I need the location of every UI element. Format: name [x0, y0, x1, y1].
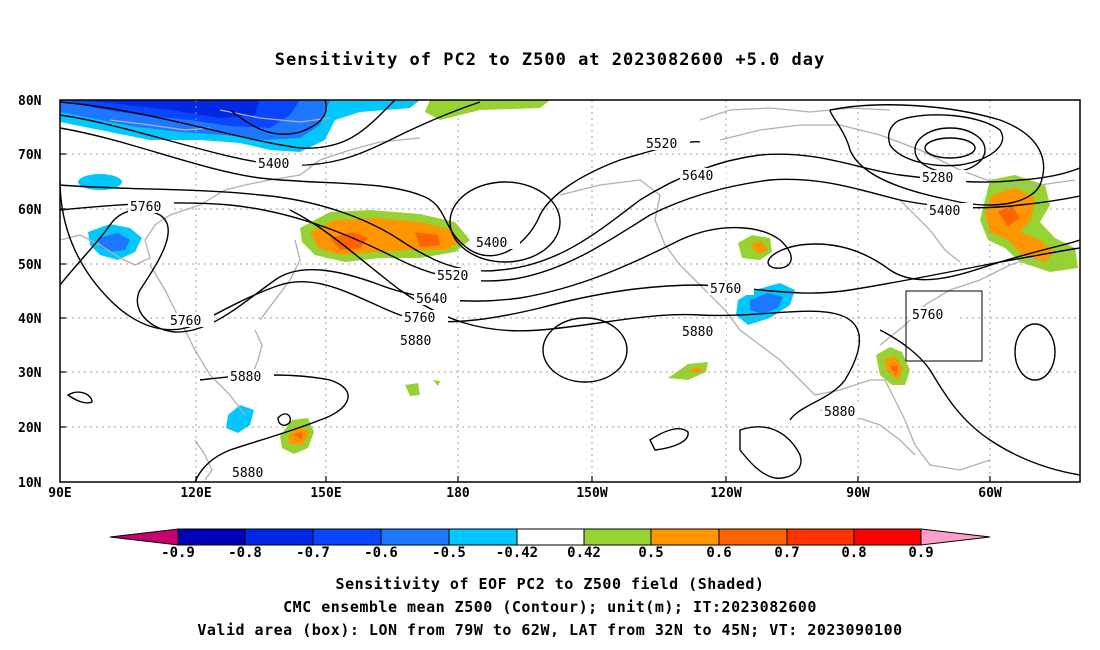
colorbar-label: -0.9	[161, 545, 195, 561]
footer-line-2: CMC ensemble mean Z500 (Contour); unit(m…	[283, 598, 817, 616]
contour-label: 5880	[400, 334, 431, 349]
colorbar-label: 0.42	[567, 545, 601, 561]
colorbar-label: -0.5	[432, 545, 466, 561]
contour-label: 5760	[912, 308, 943, 323]
shade-neg-arctic-core	[80, 100, 260, 118]
shade-pos-spot-a	[405, 383, 420, 396]
lat-label: 60N	[18, 203, 42, 218]
shade-pos-hawaii-core	[686, 366, 702, 372]
colorbar-segment	[920, 528, 991, 546]
colorbar-label: -0.6	[364, 545, 398, 561]
colorbar-label: 0.5	[638, 545, 663, 561]
shade-pos-atl-red	[998, 205, 1020, 226]
lat-label: 40N	[18, 312, 42, 327]
contour-label: 5880	[682, 325, 713, 340]
colorbar-segment	[650, 528, 720, 546]
tick-marks	[60, 153, 991, 482]
contour-label: 5760	[710, 282, 741, 297]
shade-pos-nwpac-red	[330, 232, 368, 250]
shade-pos-nwpac-red2	[415, 232, 440, 247]
contour-label: 5880	[230, 370, 261, 385]
contour-label: 5760	[170, 314, 201, 329]
contour-label: 5640	[416, 292, 447, 307]
lon-label: 150E	[310, 486, 341, 501]
colorbar-label: -0.42	[496, 545, 538, 561]
colorbar-segment	[109, 528, 179, 546]
contour-label: 5520	[437, 269, 468, 284]
lat-label: 50N	[18, 258, 42, 273]
lat-label: 30N	[18, 366, 42, 381]
footer-line-1: Sensitivity of EOF PC2 to Z500 field (Sh…	[335, 575, 765, 593]
map-frame	[59, 99, 1081, 483]
footer-line-3: Valid area (box): LON from 79W to 62W, L…	[197, 621, 903, 639]
shade-neg-pacific-ne-core	[750, 293, 783, 314]
contour-label: 5400	[929, 204, 960, 219]
shade-pos-arctic-green	[425, 100, 550, 120]
colorbar-label: -0.8	[228, 545, 262, 561]
colorbar-segment	[853, 528, 922, 546]
colorbar	[109, 528, 991, 546]
coastlines	[60, 107, 1076, 481]
colorbar-segment	[718, 528, 788, 546]
lon-label: 90E	[48, 486, 71, 501]
colorbar-segment	[244, 528, 314, 546]
lon-label: 150W	[576, 486, 607, 501]
shaded-regions	[60, 100, 1078, 454]
contour-label: 5400	[258, 157, 289, 172]
colorbar-segment	[448, 528, 518, 546]
colorbar-segment	[177, 528, 246, 546]
colorbar-segment	[516, 528, 585, 546]
colorbar-segment	[312, 528, 382, 546]
contour-label: 5880	[232, 466, 263, 481]
shade-pos-wpac-red	[294, 432, 302, 440]
colorbar-label: 0.8	[841, 545, 866, 561]
shade-neg-spot-2	[226, 405, 254, 433]
colorbar-label: 0.9	[908, 545, 933, 561]
shade-pos-spot-b	[433, 380, 440, 386]
contour-labels: 5400 5280 5400 5520 5520 5640 5400 5640 …	[128, 136, 973, 481]
shade-pos-ne-small-core	[750, 241, 768, 254]
colorbar-segment	[583, 528, 652, 546]
map-title: Sensitivity of PC2 to Z500 at 2023082600…	[274, 50, 826, 70]
contour-label: 5760	[404, 311, 435, 326]
valid-area-box	[905, 290, 983, 362]
colorbar-labels: -0.9 -0.8 -0.7 -0.6 -0.5 -0.42 0.42 0.5 …	[161, 545, 934, 561]
colorbar-segment	[380, 528, 450, 546]
lat-label: 10N	[18, 476, 42, 491]
shade-pos-florida-red	[890, 366, 898, 376]
shade-pos-hawaii	[668, 362, 708, 380]
lat-axis-labels: 80N 70N 60N 50N 40N 30N 20N 10N	[18, 94, 42, 491]
contour-label: 5520	[646, 137, 677, 152]
lat-label: 70N	[18, 148, 42, 163]
shade-neg-spot-1	[78, 174, 122, 190]
lon-label: 120E	[180, 486, 211, 501]
lon-axis-labels: 90E 120E 150E 180 150W 120W 90W 60W	[48, 486, 1002, 501]
lon-label: 90W	[846, 486, 870, 501]
lat-label: 20N	[18, 421, 42, 436]
colorbar-segment	[786, 528, 855, 546]
colorbar-label: 0.7	[774, 545, 799, 561]
lon-label: 180	[446, 486, 470, 501]
colorbar-label: 0.6	[706, 545, 731, 561]
contour-label: 5880	[824, 405, 855, 420]
lon-label: 120W	[710, 486, 741, 501]
lon-label: 60W	[978, 486, 1002, 501]
lat-label: 80N	[18, 94, 42, 109]
contour-label: 5280	[922, 171, 953, 186]
contour-label: 5760	[130, 200, 161, 215]
shade-neg-india-core	[98, 233, 130, 252]
colorbar-label: -0.7	[296, 545, 330, 561]
contour-label: 5640	[682, 169, 713, 184]
contour-label: 5400	[476, 236, 507, 251]
